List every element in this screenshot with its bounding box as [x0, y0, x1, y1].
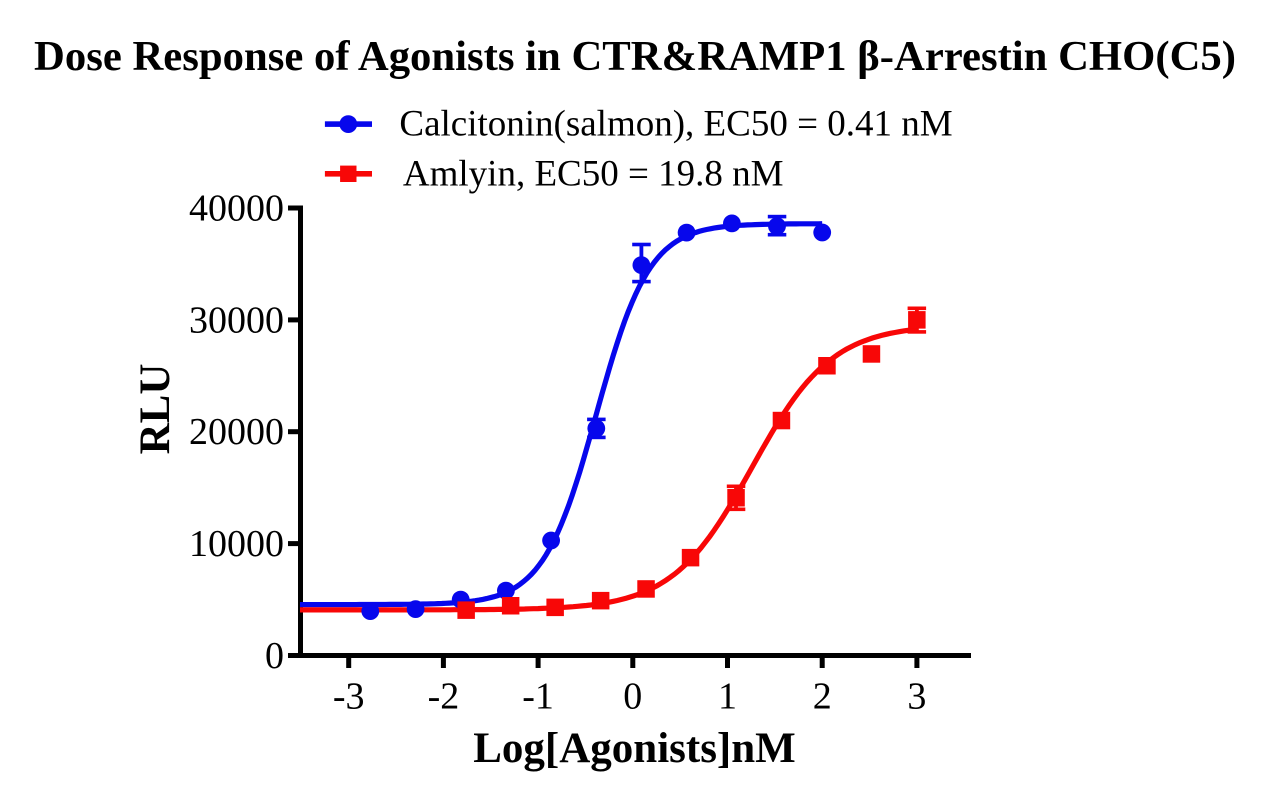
svg-text:Amlyin, EC50 = 19.8 nM: Amlyin, EC50 = 19.8 nM — [403, 154, 784, 195]
svg-text:2: 2 — [813, 676, 832, 718]
svg-text:Calcitonin(salmon), EC50 = 0.4: Calcitonin(salmon), EC50 = 0.41 nM — [399, 104, 952, 145]
svg-text:-3: -3 — [333, 676, 365, 718]
svg-text:10000: 10000 — [189, 523, 284, 565]
svg-text:30000: 30000 — [189, 299, 284, 341]
svg-text:Log[Agonists]nM: Log[Agonists]nM — [473, 725, 796, 772]
svg-text:20000: 20000 — [189, 411, 284, 453]
svg-text:-2: -2 — [428, 676, 460, 718]
svg-text:0: 0 — [623, 676, 642, 718]
svg-text:-1: -1 — [522, 676, 554, 718]
svg-text:0: 0 — [265, 635, 284, 677]
svg-text:Dose Response of Agonists in C: Dose Response of Agonists in CTR&RAMP1 β… — [34, 34, 1236, 80]
svg-text:RLU: RLU — [132, 364, 179, 455]
svg-text:40000: 40000 — [189, 188, 284, 230]
svg-text:1: 1 — [718, 676, 737, 718]
svg-text:3: 3 — [907, 676, 926, 718]
